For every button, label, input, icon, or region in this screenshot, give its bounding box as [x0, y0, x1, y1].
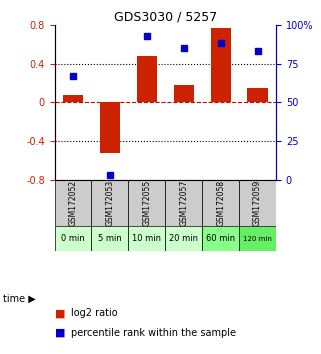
- Text: ■: ■: [55, 328, 65, 338]
- Bar: [211, 28, 231, 102]
- FancyBboxPatch shape: [55, 227, 91, 251]
- FancyBboxPatch shape: [165, 227, 202, 251]
- Text: 20 min: 20 min: [169, 234, 198, 244]
- Text: GSM172052: GSM172052: [68, 180, 78, 226]
- Bar: [100, 102, 120, 153]
- Text: log2 ratio: log2 ratio: [71, 308, 117, 318]
- Text: GSM172057: GSM172057: [179, 180, 188, 226]
- Bar: [174, 85, 194, 102]
- FancyBboxPatch shape: [202, 227, 239, 251]
- FancyBboxPatch shape: [202, 180, 239, 227]
- Text: GSM172058: GSM172058: [216, 180, 225, 226]
- Bar: [137, 56, 157, 102]
- Text: 60 min: 60 min: [206, 234, 235, 244]
- Text: 0 min: 0 min: [61, 234, 85, 244]
- FancyBboxPatch shape: [91, 227, 128, 251]
- Text: time ▶: time ▶: [3, 294, 36, 304]
- FancyBboxPatch shape: [91, 180, 128, 227]
- Bar: [63, 95, 83, 102]
- Text: GSM172055: GSM172055: [142, 180, 152, 226]
- FancyBboxPatch shape: [239, 180, 276, 227]
- FancyBboxPatch shape: [128, 180, 165, 227]
- FancyBboxPatch shape: [128, 227, 165, 251]
- Text: 5 min: 5 min: [98, 234, 122, 244]
- Text: 120 min: 120 min: [243, 236, 272, 242]
- Title: GDS3030 / 5257: GDS3030 / 5257: [114, 11, 217, 24]
- FancyBboxPatch shape: [55, 180, 91, 227]
- Text: 10 min: 10 min: [132, 234, 161, 244]
- FancyBboxPatch shape: [239, 227, 276, 251]
- Text: GSM172059: GSM172059: [253, 180, 262, 226]
- Text: GSM172053: GSM172053: [105, 180, 115, 226]
- Text: percentile rank within the sample: percentile rank within the sample: [71, 328, 236, 338]
- Text: ■: ■: [55, 308, 65, 318]
- Bar: [247, 88, 268, 102]
- FancyBboxPatch shape: [165, 180, 202, 227]
